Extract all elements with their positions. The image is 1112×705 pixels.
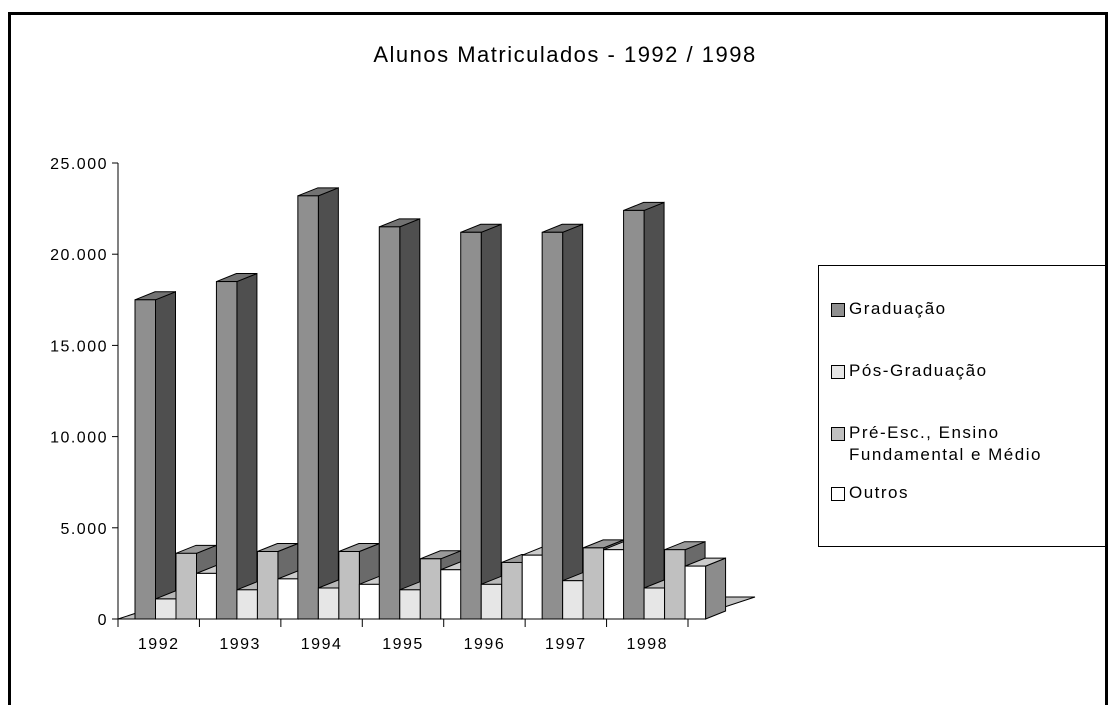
bar-front [643, 587, 666, 620]
bar-front [277, 578, 299, 620]
y-tick-label: 5.000 [60, 521, 108, 538]
bar-front [501, 561, 523, 620]
bar-front [297, 195, 319, 620]
bar-front [541, 231, 564, 620]
bar-front [480, 583, 503, 620]
bar-front [440, 569, 462, 620]
bar [378, 218, 421, 620]
bar-front [460, 231, 482, 620]
bar-side [155, 291, 176, 620]
bar-front [378, 226, 401, 620]
bar-front [419, 558, 442, 620]
bar-front [256, 551, 279, 620]
bar-side [562, 223, 584, 620]
chart-frame [8, 12, 1108, 705]
x-tick-label: 1996 [464, 636, 506, 653]
bar-side [705, 557, 727, 620]
y-tick-label: 0 [98, 612, 108, 629]
x-tick-label: 1992 [138, 636, 180, 653]
x-tick-label: 1993 [219, 636, 261, 653]
y-tick-label: 10.000 [50, 430, 108, 447]
y-tick-label: 20.000 [50, 247, 108, 264]
bar-front [155, 598, 177, 620]
bar-front [134, 299, 156, 620]
y-tick-label: 15.000 [50, 338, 108, 355]
chart-title: Alunos Matriculados - 1992 / 1998 [373, 42, 756, 67]
bar [215, 272, 258, 620]
bar-side [236, 272, 258, 620]
bar-front [236, 589, 258, 620]
bar-front [664, 549, 686, 620]
bar-front [338, 551, 360, 620]
bar-front [603, 549, 625, 620]
bar [134, 291, 176, 620]
bar-front [215, 281, 238, 620]
bar-front [317, 587, 340, 620]
bar [297, 187, 339, 620]
bar-side [643, 201, 665, 620]
bar-front [623, 209, 645, 620]
x-tick-label: 1994 [301, 636, 343, 653]
x-tick-label: 1995 [382, 636, 424, 653]
bar-front [684, 565, 707, 620]
bar-front [358, 583, 381, 620]
bar-side [480, 223, 502, 620]
bar-front [175, 552, 197, 620]
x-tick-label: 1997 [545, 636, 587, 653]
bar [623, 201, 665, 620]
bar-front [582, 547, 605, 620]
bar-side [399, 218, 421, 620]
bar-front [399, 589, 421, 620]
bar [684, 557, 727, 620]
y-tick-label: 25.000 [50, 156, 108, 173]
bar [541, 223, 584, 620]
bar-side [317, 187, 339, 620]
bar-front [562, 580, 584, 620]
bar-front [521, 554, 544, 620]
x-tick-label: 1998 [626, 636, 668, 653]
bar-front [196, 572, 218, 620]
bar [460, 223, 502, 620]
